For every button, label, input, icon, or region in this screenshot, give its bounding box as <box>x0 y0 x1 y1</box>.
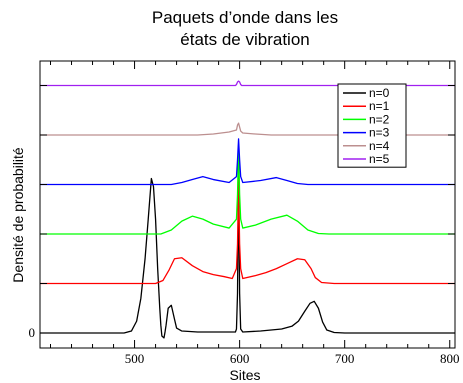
chart-title-line-2: états de vibration <box>180 30 309 49</box>
x-tick-label: 600 <box>230 351 250 366</box>
series-line-4 <box>40 122 455 136</box>
legend: n=0n=1n=2n=3n=4n=5 <box>337 83 407 168</box>
legend-label: n=0 <box>369 86 390 100</box>
series-line-2 <box>40 144 455 235</box>
legend-label: n=2 <box>369 112 390 126</box>
x-axis-label: Sites <box>229 367 260 383</box>
axes-frame <box>39 60 456 349</box>
plot-area <box>40 80 455 339</box>
series-line-0 <box>40 175 455 339</box>
plot-frame <box>39 60 456 349</box>
x-tick-label: 700 <box>335 351 355 366</box>
x-tick-label: 800 <box>440 351 460 366</box>
series-line-1 <box>40 178 455 285</box>
y-tick-label: 0 <box>29 325 36 340</box>
legend-label: n=4 <box>369 139 390 153</box>
legend-label: n=3 <box>369 126 390 140</box>
y-axis-label: Densité de probabilité <box>10 147 26 283</box>
series-line-3 <box>40 138 455 186</box>
legend-label: n=5 <box>369 152 390 166</box>
series-line-5 <box>40 80 455 87</box>
legend-label: n=1 <box>369 99 390 113</box>
legend-box <box>337 83 407 168</box>
axis-ticks: 500 600 700 800 0 <box>29 61 460 366</box>
x-tick-label: 500 <box>125 351 145 366</box>
chart-title-line-1: Paquets d’onde dans les <box>152 8 338 27</box>
